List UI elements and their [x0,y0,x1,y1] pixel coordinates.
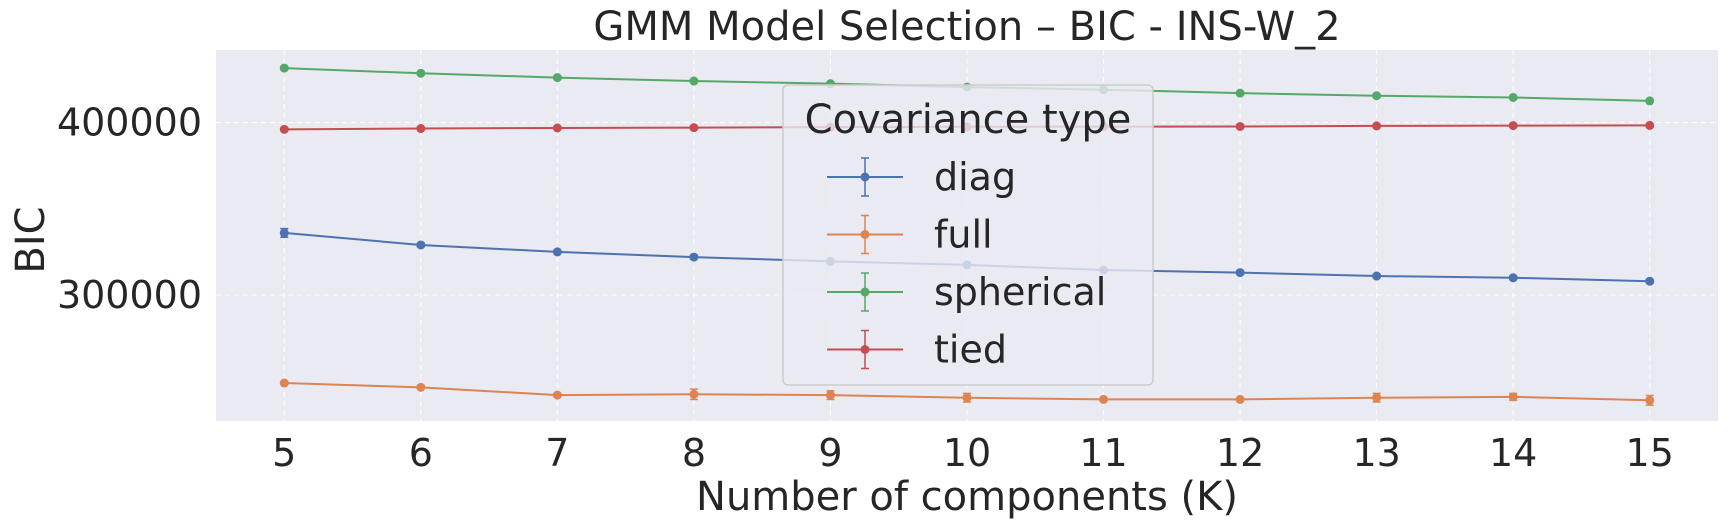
data-point [962,393,972,403]
x-tick-label: 5 [272,431,296,475]
data-point [416,382,426,392]
y-tick-labels: 300000 400000 [57,100,202,317]
legend-item-spherical: spherical [827,270,1106,314]
x-tick-label: 9 [818,431,842,475]
data-point [825,390,835,400]
x-axis-label: Number of components (K) [696,474,1238,520]
legend-title: Covariance type [805,97,1132,143]
y-tick-label: 300000 [57,273,202,317]
data-point [1235,88,1245,98]
data-point [552,123,562,133]
data-point [689,389,699,399]
x-tick-label: 15 [1626,431,1674,475]
data-point [552,247,562,257]
y-axis-label: BIC [8,206,54,273]
data-point [689,123,699,133]
data-point [552,390,562,400]
data-point [1372,393,1382,403]
x-tick-label: 8 [682,431,706,475]
legend-box [782,84,1154,386]
data-point [279,63,289,73]
legend-marker [860,287,870,297]
data-point [552,73,562,83]
data-point [689,252,699,262]
legend-label: spherical [934,270,1106,314]
data-point [279,228,289,238]
data-point [689,76,699,86]
data-point [1645,276,1655,286]
data-point [1645,96,1655,106]
legend-item-full: full [827,213,993,257]
y-tick-label: 400000 [57,100,202,144]
data-point [279,124,289,134]
x-tick-label: 7 [545,431,569,475]
legend-label: tied [934,328,1007,372]
legend-item-tied: tied [827,328,1007,372]
data-point [1099,394,1109,404]
data-point [416,240,426,250]
data-point [1235,268,1245,278]
data-point [416,68,426,78]
legend-marker [860,230,870,239]
data-point [1372,91,1382,101]
data-point [1508,392,1518,402]
data-point [416,124,426,134]
series-full [279,378,1655,406]
data-point [1508,121,1518,131]
chart-title: GMM Model Selection – BIC - INS-W_2 [593,4,1340,50]
x-tick-label: 13 [1352,431,1400,475]
x-tick-labels: 5 6 7 8 9 10 11 12 13 14 15 [272,431,1674,475]
data-point [1508,273,1518,283]
data-point [1372,271,1382,281]
legend: Covariance type diag full spherical tied [782,84,1154,386]
data-point [1235,394,1245,404]
data-point [1645,395,1655,405]
data-point [279,378,289,388]
data-point [1235,121,1245,131]
legend-marker [860,172,870,182]
x-tick-label: 6 [409,431,433,475]
legend-item-diag: diag [827,155,1016,199]
legend-items: diag full spherical tied [827,155,1106,372]
x-tick-label: 10 [943,431,991,475]
data-point [1508,92,1518,102]
x-tick-label: 11 [1079,431,1127,475]
x-tick-label: 12 [1216,431,1264,475]
data-point [1372,121,1382,131]
data-point [1645,120,1655,130]
x-tick-label: 14 [1489,431,1537,475]
legend-label: full [934,213,993,257]
legend-label: diag [934,155,1016,199]
legend-marker [860,345,870,354]
